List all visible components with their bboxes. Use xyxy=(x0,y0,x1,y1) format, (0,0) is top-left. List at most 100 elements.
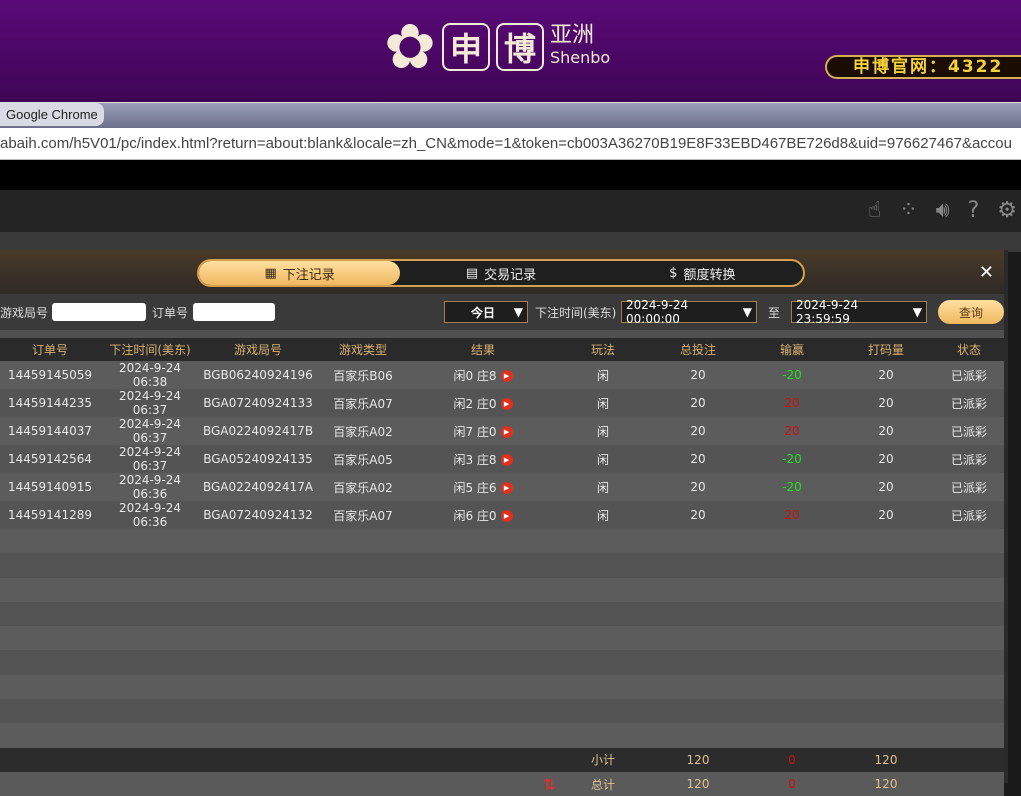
table-cell xyxy=(650,723,746,748)
table-cell xyxy=(934,529,1004,554)
table-cell: 已派彩 xyxy=(934,389,1004,417)
refresh-icon[interactable]: ⇅ xyxy=(542,774,556,794)
tab-transaction-records[interactable]: ▤ 交易记录 xyxy=(400,261,601,285)
table-cell: 20 xyxy=(838,501,934,529)
table-cell: 20 xyxy=(650,473,746,501)
cell-value: 14459144037 xyxy=(8,424,92,438)
table-cell xyxy=(410,747,556,772)
table-cell xyxy=(746,529,838,554)
table-cell: 已派彩 xyxy=(934,361,1004,389)
table-cell xyxy=(934,674,1004,700)
table-cell xyxy=(934,577,1004,602)
end-time-select[interactable]: 2024-9-24 23:59:59 ▼ xyxy=(791,298,927,326)
period-select[interactable]: 今日 ▼ xyxy=(444,301,528,323)
hand-icon[interactable]: ☝ xyxy=(867,198,882,223)
tab-label: 下注记录 xyxy=(282,267,335,283)
play-replay-icon[interactable]: ▶ xyxy=(500,426,513,438)
table-cell: 2024-9-24 06:37 xyxy=(100,445,200,473)
column-header: 游戏类型 xyxy=(316,338,410,361)
table-cell xyxy=(650,674,746,700)
gear-icon[interactable]: ⚙ xyxy=(997,198,1017,223)
cell-value: 闲 xyxy=(596,368,609,383)
table-cell xyxy=(410,650,556,675)
round-label: 游戏局号 xyxy=(0,305,49,320)
tab-bet-records[interactable]: ▦ 下注记录 xyxy=(199,261,401,285)
cell-value: 14459140915 xyxy=(8,480,92,494)
total-code: 120 xyxy=(874,777,898,792)
play-replay-icon[interactable]: ▶ xyxy=(500,482,513,494)
table-cell: 闲3 庄8 ▶ xyxy=(410,445,556,473)
cell-value: 20 xyxy=(784,424,800,438)
cell-value: 2024-9-24 06:38 xyxy=(118,361,182,389)
table-row xyxy=(0,626,1004,651)
table-cell: 20 xyxy=(650,417,746,445)
table-cell: BGA0224092417B xyxy=(200,417,316,445)
table-cell: 闲2 庄0 ▶ xyxy=(410,389,556,417)
table-cell xyxy=(100,626,200,651)
table-cell: 14459140915 xyxy=(0,473,100,501)
dots-icon[interactable]: ⁘ xyxy=(899,198,918,223)
column-header: 结果 xyxy=(410,338,556,361)
cell-value: 已派彩 xyxy=(950,424,987,439)
cell-value: -20 xyxy=(782,480,802,494)
table-cell xyxy=(0,650,100,675)
bet-records-table: 订单号 下注时间(美东) 游戏局号 游戏类型 结果 玩法 总投注 输赢 打码量 状态 144591… xyxy=(0,338,1004,796)
table-cell xyxy=(556,723,650,748)
table-cell: 0 xyxy=(746,771,838,796)
cell-value: 闲 xyxy=(596,480,609,495)
table-cell xyxy=(316,747,410,772)
end-value: 2024-9-24 23:59:59 xyxy=(796,298,859,326)
table-cell: 20 xyxy=(746,417,838,445)
table-cell xyxy=(934,699,1004,724)
logo-text-en: Shenbo xyxy=(549,48,611,67)
logo-char: 博 xyxy=(495,23,544,71)
cell-value: 14459145059 xyxy=(8,368,92,382)
table-cell: 百家乐A07 xyxy=(316,501,410,529)
table-cell xyxy=(934,553,1004,578)
tab-label: 额度转换 xyxy=(683,267,736,283)
table-cell xyxy=(100,577,200,602)
help-icon[interactable]: ? xyxy=(967,198,980,223)
table-cell: 总计 xyxy=(556,771,650,796)
cell-value: BGA07240924133 xyxy=(203,396,313,410)
play-replay-icon[interactable]: ▶ xyxy=(500,370,513,382)
order-input[interactable] xyxy=(193,303,276,321)
cell-value: 14459144235 xyxy=(8,396,92,410)
table-row xyxy=(0,650,1004,675)
table-cell: 20 xyxy=(838,389,934,417)
table-cell xyxy=(838,626,934,651)
start-time-select[interactable]: 2024-9-24 00:00:00 ▼ xyxy=(621,298,757,326)
table-row xyxy=(0,674,1004,700)
table-cell: BGB06240924196 xyxy=(200,361,316,389)
table-cell xyxy=(0,529,100,554)
play-replay-icon[interactable]: ▶ xyxy=(500,398,513,410)
subtotal-win: 0 xyxy=(788,752,796,767)
volume-icon[interactable]: 🔊︎ xyxy=(935,198,950,223)
cell-value: 百家乐A02 xyxy=(333,424,393,439)
cell-value: 20 xyxy=(878,508,894,522)
table-cell xyxy=(556,601,650,627)
table-cell xyxy=(100,723,200,748)
table-cell: 20 xyxy=(838,361,934,389)
cell-value: 闲 xyxy=(596,508,609,523)
table-cell xyxy=(200,699,316,724)
query-button[interactable]: 查询 xyxy=(938,300,1004,324)
table-cell xyxy=(316,601,410,627)
table-cell: BGA0224092417A xyxy=(200,473,316,501)
round-input[interactable] xyxy=(52,303,147,321)
table-cell xyxy=(746,699,838,724)
table-cell xyxy=(746,553,838,578)
close-icon[interactable]: ✕ xyxy=(978,262,994,283)
address-bar[interactable]: abaih.com/h5V01/pc/index.html?return=abo… xyxy=(0,128,1021,160)
cell-value: 20 xyxy=(784,396,800,410)
column-header: 总投注 xyxy=(650,338,746,361)
play-replay-icon[interactable]: ▶ xyxy=(500,454,513,466)
play-replay-icon[interactable]: ▶ xyxy=(500,510,513,522)
table-cell xyxy=(100,650,200,675)
table-cell xyxy=(746,650,838,675)
background-lobby xyxy=(0,232,1021,252)
table-cell xyxy=(934,601,1004,627)
tab-credit-transfer[interactable]: $ 额度转换 xyxy=(602,261,803,285)
table-cell: 闲7 庄0 ▶ xyxy=(410,417,556,445)
game-toolbar: ☝ ⁘ 🔊︎ ? ⚙ xyxy=(0,190,1021,232)
